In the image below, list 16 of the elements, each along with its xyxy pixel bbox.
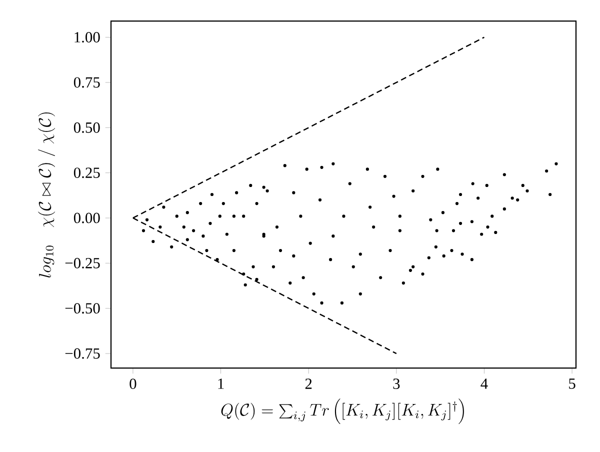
y-tick-label: 0.25 [74, 168, 100, 178]
x-tick-label: 1 [218, 378, 224, 389]
y-tick-label: 0.00 [74, 212, 100, 224]
y-tick-label: −0.75 [65, 348, 100, 359]
x-tick-label: 2 [305, 378, 312, 389]
x-tick-label: 5 [569, 378, 576, 389]
x-axis-title: $Q(\mathcal{C}) = \sum_{i,j} Tr\left([K_i,K_j][K_i,K_j]^\dagger\right)$ [221, 398, 464, 424]
y-tick-label: 0.75 [74, 77, 100, 88]
y-tick-label: −0.50 [65, 303, 100, 314]
x-tick-label: 3 [393, 378, 400, 389]
x-tick-label: 0 [130, 378, 136, 390]
x-tick-label: 4 [480, 378, 488, 389]
y-tick-label: 0.50 [74, 122, 100, 133]
y-tick-label: −0.25 [65, 258, 100, 268]
y-axis-title: $log_{10}\quad \chi(\mathcal{C}\bowtie\mathcal{C})\;/\;\chi(\mathcal{C})$ [38, 112, 55, 278]
y-tick-label: 1.00 [74, 32, 100, 43]
